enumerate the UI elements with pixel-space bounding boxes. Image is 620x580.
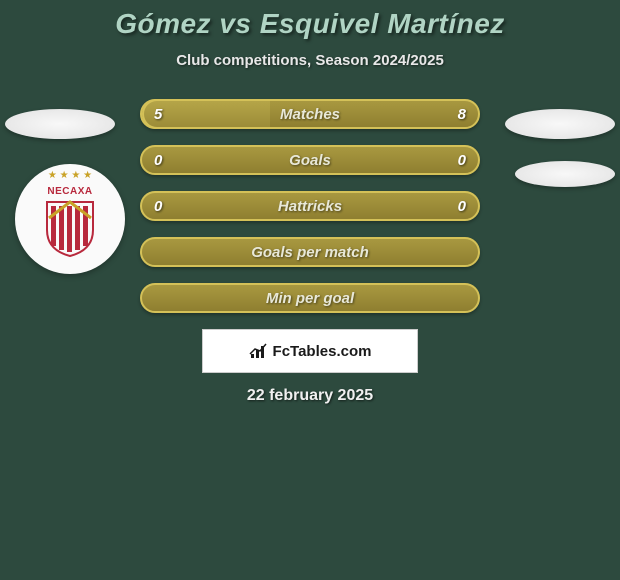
stats-area: ★ ★ ★ ★ NECAXA 5 Matches 8 <box>0 99 620 405</box>
team-badge-left: ★ ★ ★ ★ NECAXA <box>15 164 125 274</box>
stat-label: Goals <box>142 152 478 169</box>
player-left-avatar-placeholder <box>5 109 115 139</box>
badge-stars-icon: ★ ★ ★ ★ <box>48 170 92 181</box>
stat-left-value: 5 <box>154 106 162 123</box>
stat-rows: 5 Matches 8 0 Goals 0 0 Hattricks 0 Goal… <box>140 99 480 313</box>
brand-inner: FcTables.com <box>249 342 372 360</box>
badge-team-name: NECAXA <box>47 186 92 197</box>
stat-right-value: 0 <box>458 152 466 169</box>
stat-left-value: 0 <box>154 198 162 215</box>
stat-label: Hattricks <box>142 198 478 215</box>
stat-row-goals: 0 Goals 0 <box>140 145 480 175</box>
stat-right-value: 0 <box>458 198 466 215</box>
page-title: Gómez vs Esquivel Martínez <box>0 8 620 40</box>
player-right-avatar-placeholder-2 <box>515 161 615 187</box>
stat-row-matches: 5 Matches 8 <box>140 99 480 129</box>
stat-row-goals-per-match: Goals per match <box>140 237 480 267</box>
stat-row-hattricks: 0 Hattricks 0 <box>140 191 480 221</box>
brand-text: FcTables.com <box>273 343 372 360</box>
player-right-avatar-placeholder-1 <box>505 109 615 139</box>
stat-label: Min per goal <box>142 290 478 307</box>
brand-chart-icon <box>249 342 269 360</box>
badge-shield-icon <box>45 200 95 258</box>
comparison-card: Gómez vs Esquivel Martínez Club competit… <box>0 0 620 405</box>
badge-circle: ★ ★ ★ ★ NECAXA <box>15 164 125 274</box>
subtitle: Club competitions, Season 2024/2025 <box>0 52 620 69</box>
brand-box: FcTables.com <box>202 329 418 373</box>
stat-right-value: 8 <box>458 106 466 123</box>
stat-label: Goals per match <box>142 244 478 261</box>
stat-left-value: 0 <box>154 152 162 169</box>
date-line: 22 february 2025 <box>0 387 620 405</box>
stat-row-min-per-goal: Min per goal <box>140 283 480 313</box>
